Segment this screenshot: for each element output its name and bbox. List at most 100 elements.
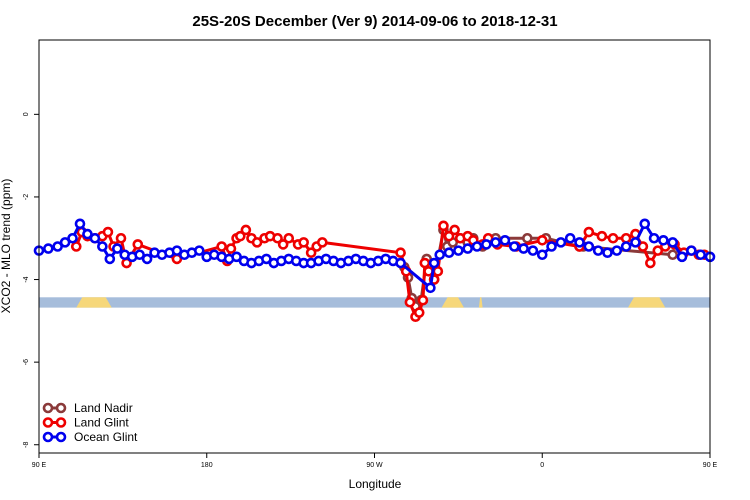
data-point [574, 237, 585, 248]
data-point [443, 247, 455, 258]
data-point [583, 241, 595, 252]
data-point [59, 237, 71, 248]
data-point [620, 241, 632, 252]
data-point [413, 307, 425, 318]
y-axis-label: XCO2 - MLO trend (ppm) [0, 179, 13, 314]
x-tick-label: 90 W [366, 462, 383, 469]
data-point [428, 257, 440, 269]
data-point [602, 247, 613, 258]
data-point [317, 237, 328, 248]
legend-item: Land Glint [42, 416, 129, 430]
data-point [667, 237, 679, 248]
data-point [115, 232, 127, 244]
data-point [658, 235, 669, 246]
data-point [251, 237, 263, 248]
chart-title: 25S-20S December (Ver 9) 2014-09-06 to 2… [192, 13, 557, 30]
legend-label: Ocean Glint [74, 430, 138, 444]
data-point [443, 230, 455, 242]
data-point [596, 230, 608, 242]
data-point [305, 247, 317, 258]
data-point [141, 253, 153, 265]
data-point [74, 218, 86, 230]
data-point [298, 237, 309, 248]
data-point [620, 232, 632, 244]
legend-item: Ocean Glint [42, 430, 138, 444]
data-point [419, 257, 431, 269]
series-ocean-glint [33, 218, 716, 294]
y-tick-label: -8 [23, 442, 30, 448]
data-point [518, 243, 529, 254]
y-axis: 0 -2 -4 -6 -8 [23, 112, 39, 448]
land-segment [441, 297, 464, 308]
data-point [404, 296, 416, 308]
legend-marker [55, 417, 67, 428]
data-point [676, 251, 688, 263]
data-point [134, 249, 145, 261]
data-point [449, 224, 460, 236]
data-point [438, 220, 449, 232]
data-point [695, 249, 706, 261]
data-point [104, 253, 116, 265]
data-point [417, 294, 429, 306]
legend-marker [55, 431, 67, 443]
data-point [564, 232, 576, 244]
data-point [43, 243, 54, 254]
data-point [97, 241, 108, 252]
y-tick-label: 0 [23, 112, 30, 116]
x-tick-label: 0 [540, 462, 544, 469]
data-point [607, 232, 619, 244]
land-segment [478, 297, 483, 308]
data-point [225, 243, 237, 254]
data-point [70, 241, 82, 252]
legend-marker [42, 417, 54, 428]
x-tick-label: 90 E [32, 462, 47, 469]
data-point [231, 251, 242, 263]
ocean-band [39, 297, 710, 308]
land-segment [627, 297, 666, 308]
data-point [490, 237, 501, 248]
data-point [67, 232, 78, 244]
data-point [272, 232, 283, 244]
data-point [261, 253, 272, 265]
data-point [395, 257, 406, 269]
data-point [637, 241, 649, 252]
legend-marker [42, 402, 54, 414]
data-point [508, 241, 520, 252]
data-point [425, 282, 436, 294]
data-point [283, 232, 295, 244]
data-point [546, 241, 557, 252]
data-point [536, 249, 548, 261]
data-point [432, 265, 444, 277]
x-axis: 90 E 180 90 W 0 90 E [32, 453, 718, 469]
data-point [583, 226, 595, 238]
data-point [611, 245, 623, 256]
data-point [193, 245, 205, 256]
series-layer [33, 218, 716, 323]
data-point [527, 245, 539, 256]
data-point [111, 243, 123, 254]
data-point [686, 245, 697, 256]
x-tick-label: 180 [201, 462, 213, 469]
data-point [645, 257, 656, 269]
legend-label: Land Glint [74, 416, 129, 430]
data-point [235, 230, 246, 242]
data-point [240, 224, 252, 236]
y-tick-label: -6 [23, 359, 30, 365]
data-point [630, 237, 641, 248]
data-point [555, 237, 567, 248]
y-tick-label: -4 [23, 276, 30, 282]
data-point [89, 232, 101, 244]
data-point [648, 232, 660, 244]
data-point [216, 241, 227, 252]
data-point [453, 245, 464, 256]
data-point [82, 228, 93, 240]
data-point [395, 247, 406, 258]
data-point [499, 235, 511, 246]
data-point [434, 249, 446, 261]
data-point [667, 249, 679, 261]
land-ocean-band [39, 297, 710, 308]
legend-label: Land Nadir [74, 401, 133, 415]
legend-marker [42, 431, 54, 443]
